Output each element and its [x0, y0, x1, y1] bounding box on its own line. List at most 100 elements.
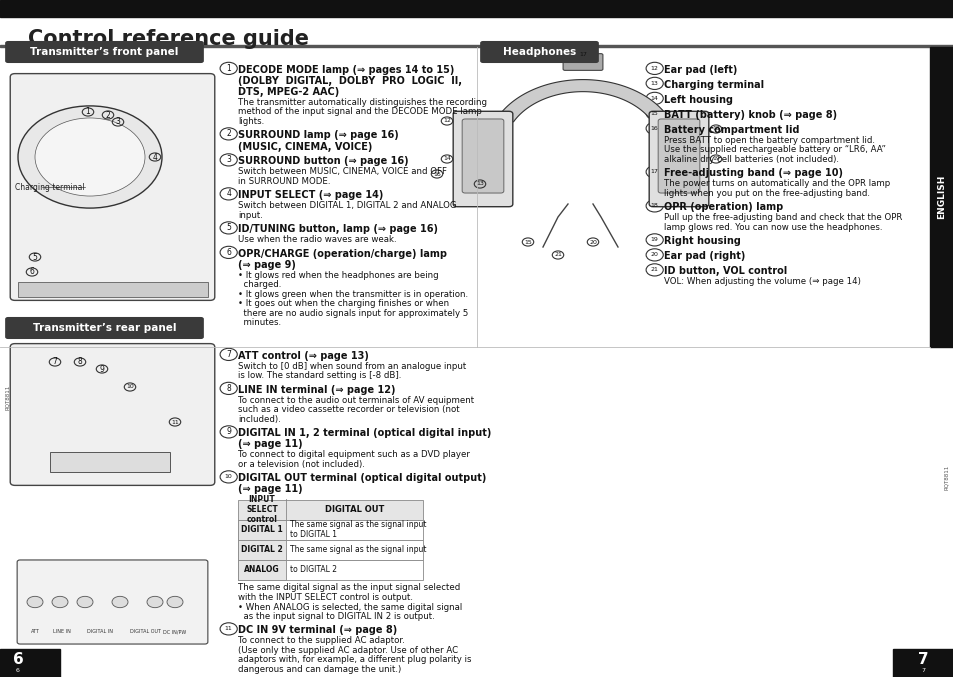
Text: 15: 15: [523, 240, 532, 244]
Text: (⇒ page 11): (⇒ page 11): [237, 485, 302, 494]
Text: ATT: ATT: [30, 629, 39, 634]
Text: DIGITAL 2: DIGITAL 2: [241, 545, 283, 554]
Circle shape: [52, 596, 68, 608]
Text: Charging terminal: Charging terminal: [15, 183, 85, 192]
Text: DIGITAL IN: DIGITAL IN: [87, 629, 112, 634]
Text: such as a video cassette recorder or television (not: such as a video cassette recorder or tel…: [237, 406, 459, 414]
Bar: [237, 519, 422, 540]
Circle shape: [167, 596, 183, 608]
Text: DTS, MPEG-2 AAC): DTS, MPEG-2 AAC): [237, 87, 339, 97]
Text: alkaline dry cell batteries (not included).: alkaline dry cell batteries (not include…: [663, 155, 838, 164]
Text: in SURROUND MODE.: in SURROUND MODE.: [237, 177, 330, 186]
Text: Use the supplied rechargeable battery or “LR6, AA”: Use the supplied rechargeable battery or…: [663, 146, 885, 154]
Text: as the input signal to DIGITAL IN 2 is output.: as the input signal to DIGITAL IN 2 is o…: [237, 612, 435, 621]
Text: To connect to the supplied AC adaptor.: To connect to the supplied AC adaptor.: [237, 636, 404, 645]
Text: 1: 1: [86, 108, 91, 116]
Text: To connect to digital equipment such as a DVD player: To connect to digital equipment such as …: [237, 450, 470, 460]
Text: 12: 12: [650, 66, 658, 71]
Text: Switch to [0 dB] when sound from an analogue input: Switch to [0 dB] when sound from an anal…: [237, 362, 466, 371]
Text: 17: 17: [578, 53, 586, 58]
Text: charged.: charged.: [237, 280, 281, 290]
Text: 17: 17: [650, 169, 658, 175]
Text: OPR (operation) lamp: OPR (operation) lamp: [663, 202, 782, 213]
Bar: [237, 500, 422, 519]
Text: Right housing: Right housing: [663, 236, 740, 246]
Text: 8: 8: [226, 384, 231, 393]
Bar: [50, 452, 170, 472]
Text: • It glows red when the headphones are being: • It glows red when the headphones are b…: [237, 271, 438, 280]
Text: INPUT SELECT (⇒ page 14): INPUT SELECT (⇒ page 14): [237, 190, 383, 200]
Text: Pull up the free-adjusting band and check that the OPR: Pull up the free-adjusting band and chec…: [663, 213, 902, 223]
FancyBboxPatch shape: [17, 560, 208, 644]
Text: or a television (not included).: or a television (not included).: [237, 460, 364, 469]
Text: 7: 7: [917, 651, 927, 666]
Circle shape: [27, 596, 43, 608]
Circle shape: [35, 118, 145, 196]
FancyBboxPatch shape: [479, 41, 598, 63]
Text: The transmitter automatically distinguishes the recording: The transmitter automatically distinguis…: [237, 98, 486, 107]
Text: 16: 16: [433, 171, 440, 177]
Text: 7: 7: [52, 357, 57, 366]
Text: 20: 20: [650, 253, 658, 257]
Text: 6: 6: [16, 668, 20, 674]
Text: 13: 13: [650, 81, 658, 86]
Text: (Use only the supplied AC adaptor. Use of other AC: (Use only the supplied AC adaptor. Use o…: [237, 646, 457, 655]
Text: LINE IN terminal (⇒ page 12): LINE IN terminal (⇒ page 12): [237, 385, 395, 395]
Bar: [0, 649, 60, 677]
Text: SURROUND button (⇒ page 16): SURROUND button (⇒ page 16): [237, 156, 408, 167]
Text: lamp glows red. You can now use the headphones.: lamp glows red. You can now use the head…: [663, 223, 882, 232]
Text: 1: 1: [226, 64, 231, 73]
Text: Ear pad (right): Ear pad (right): [663, 251, 744, 261]
Text: 16: 16: [650, 126, 658, 131]
Bar: [237, 519, 286, 540]
Text: 2: 2: [106, 110, 111, 120]
Text: • When ANALOG is selected, the same digital signal: • When ANALOG is selected, the same digi…: [237, 603, 462, 611]
Text: there are no audio signals input for approximately 5: there are no audio signals input for app…: [237, 309, 468, 318]
Text: lights when you put on the free-adjusting band.: lights when you put on the free-adjustin…: [663, 189, 869, 198]
Text: 13: 13: [476, 181, 483, 186]
Circle shape: [18, 106, 162, 208]
Text: Control reference guide: Control reference guide: [28, 29, 309, 49]
Text: DECODE MODE lamp (⇒ pages 14 to 15): DECODE MODE lamp (⇒ pages 14 to 15): [237, 65, 454, 75]
Text: dangerous and can damage the unit.): dangerous and can damage the unit.): [237, 665, 401, 674]
Text: 18: 18: [650, 203, 658, 209]
Text: 21: 21: [554, 253, 561, 257]
Text: 10: 10: [126, 385, 133, 389]
Text: 6: 6: [12, 651, 24, 666]
Text: INPUT
SELECT
control: INPUT SELECT control: [246, 495, 277, 525]
Text: (⇒ page 9): (⇒ page 9): [237, 260, 295, 270]
Bar: [18, 282, 208, 297]
Text: (MUSIC, CINEMA, VOICE): (MUSIC, CINEMA, VOICE): [237, 141, 372, 152]
Text: ENGLISH: ENGLISH: [937, 175, 945, 219]
Text: The same signal as the signal input: The same signal as the signal input: [290, 545, 426, 554]
Text: 14: 14: [650, 96, 658, 101]
Bar: [237, 540, 286, 559]
Circle shape: [147, 596, 163, 608]
Text: to DIGITAL 2: to DIGITAL 2: [290, 565, 336, 574]
Text: 7: 7: [226, 350, 231, 359]
Text: DIGITAL IN 1, 2 terminal (optical digital input): DIGITAL IN 1, 2 terminal (optical digita…: [237, 429, 491, 439]
Text: 3: 3: [115, 118, 120, 127]
Text: 10: 10: [225, 475, 233, 479]
FancyBboxPatch shape: [10, 344, 214, 485]
Text: 9: 9: [99, 364, 104, 374]
Text: Free-adjusting band (⇒ page 10): Free-adjusting band (⇒ page 10): [663, 169, 842, 179]
Text: RQT8811: RQT8811: [6, 385, 10, 410]
Text: 5: 5: [226, 223, 231, 232]
Text: DIGITAL OUT: DIGITAL OUT: [130, 629, 160, 634]
Text: with the INPUT SELECT control is output.: with the INPUT SELECT control is output.: [237, 593, 413, 602]
Text: Headphones: Headphones: [502, 47, 576, 57]
Text: 15: 15: [650, 111, 658, 116]
Bar: [0, 45, 953, 47]
Bar: [892, 649, 953, 677]
Text: (⇒ page 11): (⇒ page 11): [237, 439, 302, 450]
Text: • It glows green when the transmitter is in operation.: • It glows green when the transmitter is…: [237, 290, 468, 299]
Text: DC IN/PW: DC IN/PW: [163, 629, 187, 634]
FancyBboxPatch shape: [10, 74, 214, 301]
Text: 6: 6: [226, 248, 231, 257]
Text: Battery compartment lid: Battery compartment lid: [663, 125, 799, 135]
Text: 19: 19: [650, 238, 658, 242]
Text: 14: 14: [442, 156, 451, 162]
Text: method of the input signal and the DECODE MODE lamp: method of the input signal and the DECOD…: [237, 108, 481, 116]
Text: The same digital signal as the input signal selected: The same digital signal as the input sig…: [237, 584, 459, 592]
